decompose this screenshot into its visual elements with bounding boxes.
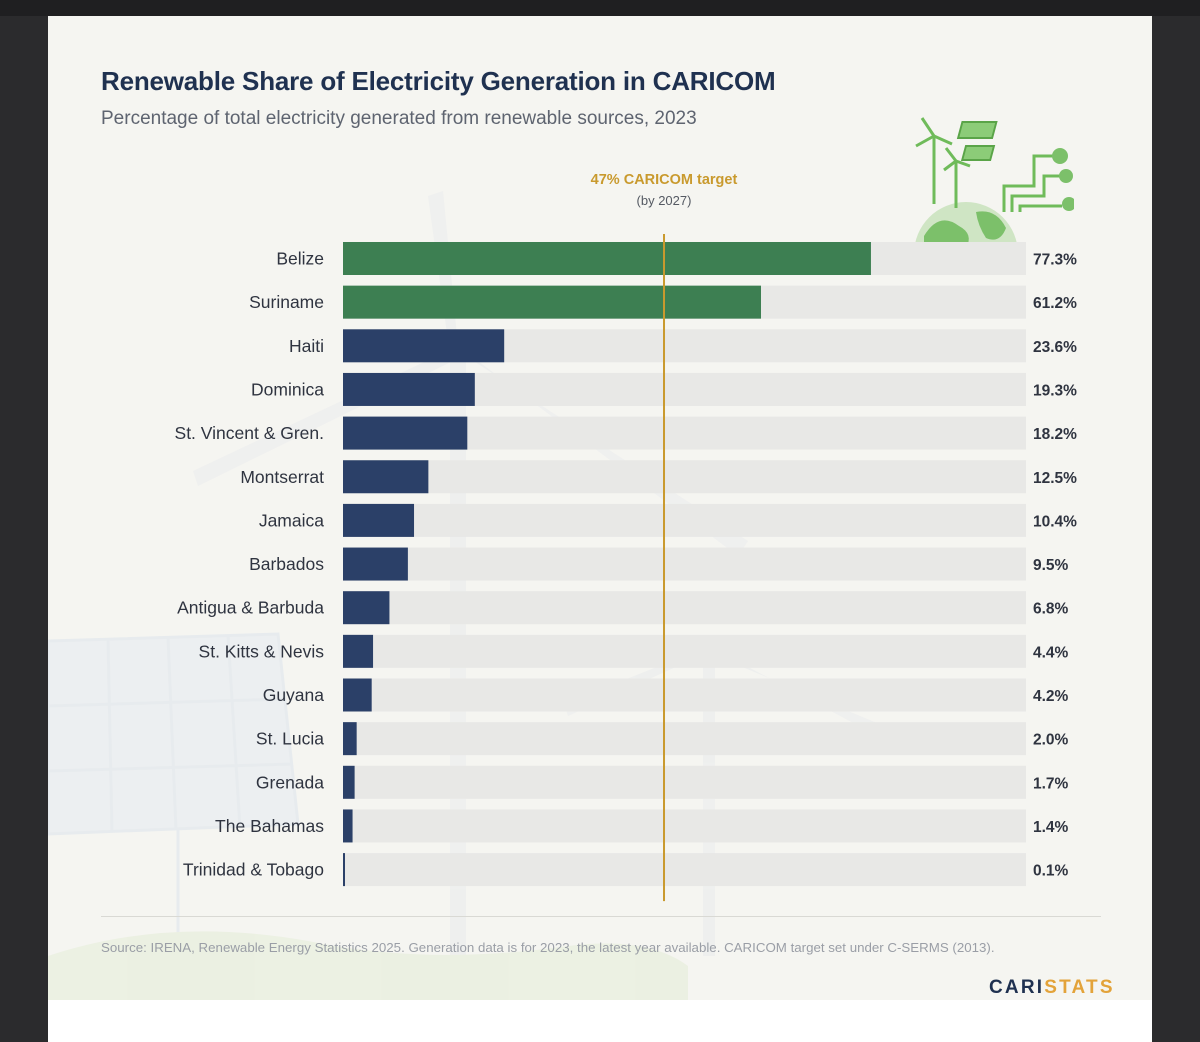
- value-label-st-lucia: 2.0%: [1033, 732, 1069, 749]
- bar-montserrat: [343, 460, 429, 494]
- value-label-jamaica: 10.4%: [1033, 513, 1077, 530]
- bar-track-jamaica: [343, 503, 1026, 537]
- value-label-dominica: 19.3%: [1033, 382, 1077, 399]
- bar-grenada: [343, 765, 355, 799]
- bar-st-kitts-nevis: [343, 634, 374, 668]
- bar-haiti: [343, 329, 505, 363]
- category-label-the-bahamas: The Bahamas: [215, 816, 324, 836]
- bar-track-st-kitts-nevis: [343, 634, 1026, 668]
- bar-track-trinidad-tobago: [343, 853, 1026, 887]
- category-label-belize: Belize: [276, 249, 324, 269]
- solar-panel-illustration: [48, 632, 300, 946]
- value-label-montserrat: 12.5%: [1033, 470, 1077, 487]
- footer-divider: [101, 916, 1101, 917]
- bar-antigua-barbuda: [343, 591, 390, 625]
- category-label-guyana: Guyana: [263, 685, 325, 705]
- bar-st-lucia: [343, 722, 357, 756]
- chart-title: Renewable Share of Electricity Generatio…: [101, 66, 776, 96]
- bar-track-guyana: [343, 678, 1026, 712]
- brand-part2: STATS: [1044, 977, 1115, 998]
- category-label-trinidad-tobago: Trinidad & Tobago: [183, 860, 324, 880]
- category-label-suriname: Suriname: [249, 292, 324, 312]
- value-label-trinidad-tobago: 0.1%: [1033, 863, 1069, 880]
- category-label-st-vincent-gren: St. Vincent & Gren.: [175, 423, 324, 443]
- value-label-grenada: 1.7%: [1033, 775, 1069, 792]
- chart-card: Renewable Share of Electricity Generatio…: [48, 16, 1152, 1000]
- target-label: 47% CARICOM target: [590, 172, 738, 188]
- category-label-dominica: Dominica: [251, 379, 324, 399]
- bar-track-grenada: [343, 765, 1026, 799]
- bar-the-bahamas: [343, 809, 353, 843]
- value-label-barbados: 9.5%: [1033, 557, 1069, 574]
- category-label-barbados: Barbados: [249, 554, 324, 574]
- category-label-st-lucia: St. Lucia: [256, 729, 324, 749]
- bar-dominica: [343, 372, 475, 406]
- bar-barbados: [343, 547, 408, 581]
- bar-guyana: [343, 678, 372, 712]
- category-label-grenada: Grenada: [256, 772, 324, 792]
- value-label-the-bahamas: 1.4%: [1033, 819, 1069, 836]
- bar-trinidad-tobago: [343, 853, 345, 887]
- target-sublabel: (by 2027): [636, 193, 692, 208]
- bar-track-barbados: [343, 547, 1026, 581]
- value-label-st-vincent-gren: 18.2%: [1033, 426, 1077, 443]
- source-note: Source: IRENA, Renewable Energy Statisti…: [101, 940, 995, 955]
- bar-track-antigua-barbuda: [343, 591, 1026, 625]
- bar-chart: Belize Suriname Haiti Dominica St. Vincent &…: [175, 234, 1077, 902]
- category-label-jamaica: Jamaica: [259, 510, 324, 530]
- value-label-st-kitts-nevis: 4.4%: [1033, 644, 1069, 661]
- category-label-antigua-barbuda: Antigua & Barbuda: [177, 598, 324, 618]
- value-label-antigua-barbuda: 6.8%: [1033, 601, 1069, 618]
- category-label-haiti: Haiti: [289, 336, 324, 356]
- bar-st-vincent-gren: [343, 416, 468, 450]
- category-label-montserrat: Montserrat: [240, 467, 324, 487]
- grass-illustration: [48, 931, 688, 1000]
- value-label-suriname: 61.2%: [1033, 295, 1077, 312]
- category-label-st-kitts-nevis: St. Kitts & Nevis: [199, 641, 325, 661]
- bar-belize: [343, 242, 871, 275]
- bar-jamaica: [343, 503, 415, 537]
- bar-track-montserrat: [343, 460, 1026, 494]
- chart-subtitle: Percentage of total electricity generate…: [101, 108, 697, 129]
- top-strip: [0, 0, 1200, 16]
- bar-track-st-lucia: [343, 722, 1026, 756]
- bar-suriname: [343, 285, 761, 319]
- value-label-haiti: 23.6%: [1033, 339, 1077, 356]
- value-label-guyana: 4.2%: [1033, 688, 1069, 705]
- page-bottom: [48, 1000, 1152, 1042]
- value-label-belize: 77.3%: [1033, 252, 1077, 269]
- bar-track-the-bahamas: [343, 809, 1026, 843]
- brand-part1: CARI: [989, 977, 1045, 998]
- brand-logo: CARISTATS: [989, 977, 1115, 999]
